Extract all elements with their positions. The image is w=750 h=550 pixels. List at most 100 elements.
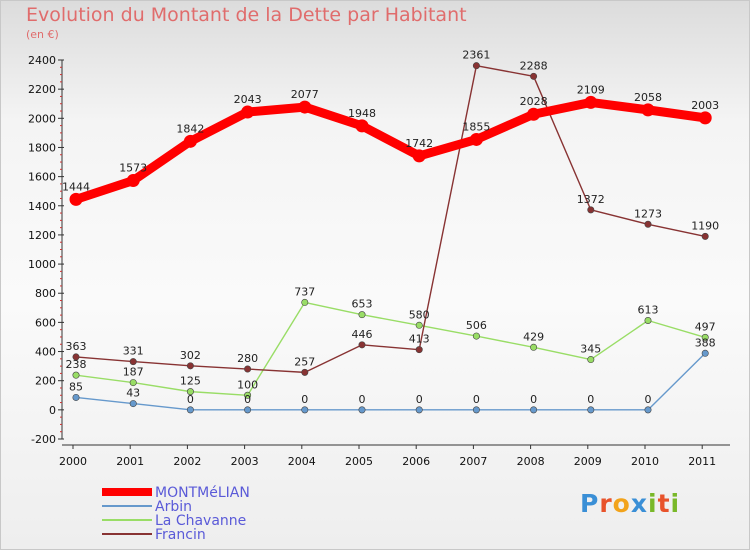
data-label: 429 (523, 330, 544, 343)
logo-letter: r (599, 489, 613, 518)
data-point (469, 132, 483, 146)
legend-label-2: La Chavanne (155, 513, 246, 529)
x-tick-label: 2005 (345, 455, 373, 468)
data-point (644, 220, 652, 228)
data-point (358, 341, 366, 349)
y-tick-label: 2000 (28, 112, 56, 125)
data-point (412, 149, 426, 163)
logo-letter: x (630, 489, 648, 518)
data-label: 2003 (691, 99, 719, 112)
y-tick-label: 1600 (28, 171, 56, 184)
x-tick-label: 2001 (116, 455, 144, 468)
x-tick-label: 2000 (59, 455, 87, 468)
logo-letter: i (670, 489, 681, 518)
y-tick-label: 200 (35, 375, 56, 388)
data-label: 497 (695, 320, 716, 333)
data-label: 0 (244, 393, 251, 406)
data-point (530, 406, 538, 414)
data-label: 345 (580, 343, 601, 356)
data-point (644, 316, 652, 324)
data-point (126, 174, 140, 188)
data-point (129, 400, 137, 408)
legend-label-1: Arbin (155, 499, 192, 515)
x-tick-label: 2010 (631, 455, 659, 468)
logo-letter: t (657, 489, 671, 518)
data-label: 2028 (520, 95, 548, 108)
data-point (72, 393, 80, 401)
data-point (301, 406, 309, 414)
data-label: 1842 (176, 122, 204, 135)
data-label: 125 (180, 375, 201, 388)
data-label: 1190 (691, 219, 719, 232)
data-point (530, 72, 538, 80)
data-point (358, 311, 366, 319)
data-point (301, 368, 309, 376)
logo-letter: i (648, 489, 658, 518)
data-label: 1855 (462, 120, 490, 133)
data-point (72, 371, 80, 379)
data-point (701, 333, 709, 341)
logo-letter: o (612, 489, 631, 518)
legend-label-3: Francin (155, 527, 206, 543)
data-point (472, 62, 480, 70)
data-label: 1273 (634, 207, 662, 220)
data-point (415, 321, 423, 329)
series-line-1 (75, 352, 706, 411)
y-tick-label: -200 (31, 433, 56, 446)
data-label: 2058 (634, 91, 662, 104)
data-label: 1444 (62, 180, 90, 193)
data-point (358, 406, 366, 414)
data-point (701, 349, 709, 357)
data-point (186, 406, 194, 414)
y-tick-label: 2200 (28, 83, 56, 96)
x-tick-label: 2004 (288, 455, 316, 468)
data-point (129, 379, 137, 387)
data-label: 446 (352, 328, 373, 341)
y-tick-label: 400 (35, 346, 56, 359)
data-label: 2077 (291, 88, 319, 101)
data-point (584, 95, 598, 109)
data-label: 0 (416, 393, 423, 406)
series-line-2 (75, 301, 706, 396)
legend-label-0: MONTMéLIAN (155, 485, 250, 501)
data-label: 580 (409, 308, 430, 321)
data-point (244, 406, 252, 414)
data-label: 238 (66, 358, 87, 371)
data-point (472, 406, 480, 414)
data-point (186, 362, 194, 370)
data-point (587, 356, 595, 364)
data-label: 0 (301, 393, 308, 406)
data-label: 302 (180, 349, 201, 362)
data-label: 280 (237, 352, 258, 365)
data-label: 2361 (462, 49, 490, 62)
data-label: 0 (359, 393, 366, 406)
logo-letter: P (580, 489, 600, 518)
data-label: 0 (587, 393, 594, 406)
data-point (415, 346, 423, 354)
data-label: 737 (294, 285, 315, 298)
y-tick-label: 1400 (28, 200, 56, 213)
y-tick-label: 800 (35, 287, 56, 300)
data-point (641, 103, 655, 117)
series-line-3 (75, 64, 706, 374)
data-point (587, 206, 595, 214)
x-tick-label: 2008 (517, 455, 545, 468)
data-point (701, 232, 709, 240)
y-tick-label: 2400 (28, 54, 56, 67)
data-point (241, 105, 255, 119)
data-label: 653 (352, 298, 373, 311)
data-label: 363 (66, 340, 87, 353)
data-point (415, 406, 423, 414)
data-point (244, 391, 252, 399)
data-label: 0 (187, 393, 194, 406)
data-label: 0 (530, 393, 537, 406)
data-point (129, 358, 137, 366)
data-label: 1948 (348, 107, 376, 120)
proxiti-logo: Proxiti (580, 489, 680, 518)
data-label: 0 (473, 393, 480, 406)
y-tick-label: 1800 (28, 141, 56, 154)
x-tick-label: 2002 (173, 455, 201, 468)
data-point (301, 298, 309, 306)
data-label: 257 (294, 355, 315, 368)
